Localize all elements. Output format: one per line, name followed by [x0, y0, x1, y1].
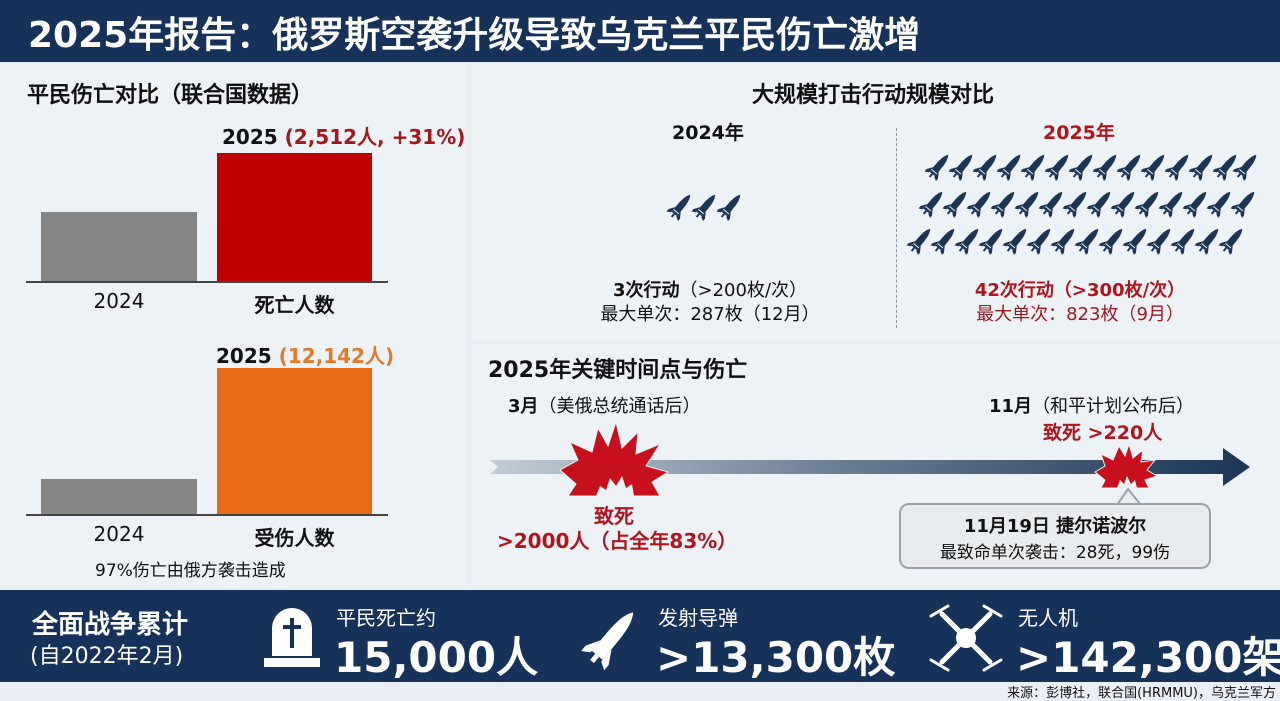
stat-drones-label: 无人机	[1018, 606, 1078, 630]
stat-deaths-label: 平民死亡约	[336, 606, 436, 630]
deaths-axis	[26, 281, 388, 283]
timeline-march-deaths-line2: >2000人（占全年83%）	[497, 529, 738, 553]
missile-icon	[581, 612, 634, 671]
injuries-axis	[26, 514, 388, 516]
timeline-march-deaths-line1: 致死	[594, 504, 634, 528]
injuries-2025-label: 2025 (12,142人)	[216, 340, 394, 369]
timeline-title: 2025年关键时间点与伤亡	[488, 358, 748, 383]
injuries-bar-2025	[217, 368, 372, 515]
missiles-2024-icons	[665, 189, 747, 223]
deaths-x-category: 死亡人数	[254, 293, 335, 317]
deaths-value: (2,512人, +31%)	[284, 125, 466, 149]
casualties-title: 平民伤亡对比（联合国数据）	[27, 83, 314, 108]
missiles-2025-icons	[905, 149, 1260, 257]
stat-missiles-label: 发射导弹	[658, 606, 738, 630]
stat-deaths-value: 15,000人	[334, 633, 539, 682]
header-banner: 2025年报告：俄罗斯空袭升级导致乌克兰平民伤亡激增	[0, 0, 1280, 62]
strikes-divider	[896, 128, 897, 328]
totals-title: 全面战争累计	[32, 610, 189, 640]
timeline-november-deaths: 致死 >220人	[1043, 422, 1163, 444]
timeline-november-context: （和平计划公布后）	[1032, 396, 1195, 417]
injuries-x-category: 受伤人数	[254, 526, 335, 550]
page-title: 2025年报告：俄罗斯空袭升级导致乌克兰平民伤亡激增	[28, 15, 921, 56]
deaths-2025-label: 2025 (2,512人, +31%)	[222, 121, 465, 150]
timeline-march-heading: 3月（美俄总统通话后）	[508, 392, 701, 418]
timeline-arrow	[490, 448, 1250, 486]
strikes-year-2024: 2024年	[672, 122, 744, 144]
deaths-bar-2025	[217, 153, 372, 282]
deaths-x-2024: 2024	[93, 289, 145, 313]
callout-title: 11月19日 捷尔诺波尔	[963, 516, 1147, 537]
strikes-2025-max-label: 最大单次：	[976, 304, 1067, 325]
deaths-bar-2024	[41, 212, 197, 282]
strikes-2024-max: 最大单次：287枚（12月）	[600, 304, 820, 325]
timeline-november-month: 11月	[989, 396, 1033, 417]
strikes-title: 大规模打击行动规模对比	[752, 83, 995, 108]
injuries-year: 2025	[216, 344, 272, 368]
totals-bar: 全面战争累计 (自2022年2月) 平民死亡约 15,000人 发射导弹 >13…	[0, 590, 1280, 682]
strikes-year-2025: 2025年	[1043, 122, 1115, 144]
callout-pointer	[1116, 488, 1142, 506]
stat-missiles-value: >13,300枚	[656, 633, 896, 682]
explosion-november-icon	[1094, 442, 1159, 489]
strikes-2024-ops-detail: （>200枚/次）	[679, 280, 808, 301]
callout-detail: 最致命单次袭击：28死，99伤	[939, 543, 1171, 563]
casualties-note: 97%伤亡由俄方袭击造成	[95, 561, 286, 581]
explosion-march-icon	[559, 420, 670, 497]
deaths-year: 2025	[222, 125, 278, 149]
stat-drones-value: >142,300架	[1016, 633, 1280, 682]
injuries-bar-2024	[41, 479, 197, 515]
strikes-2025-max: 最大单次：823枚（9月）	[940, 300, 1220, 326]
strikes-2025-max-value: 823枚（9月）	[1066, 304, 1184, 325]
tombstone-icon	[264, 608, 320, 667]
totals-subtitle: (自2022年2月)	[30, 644, 184, 669]
strikes-2024-ops: 3次行动（>200枚/次）	[570, 276, 850, 302]
timeline-november-heading: 11月（和平计划公布后）	[989, 392, 1194, 418]
injuries-value: (12,142人)	[278, 344, 395, 368]
drone-icon	[929, 604, 1003, 672]
timeline-march-month: 3月	[508, 396, 539, 417]
strikes-panel	[472, 64, 1280, 339]
injuries-x-2024: 2024	[93, 522, 145, 546]
source-note: 来源：彭博社，联合国(HRMMU)，乌克兰军方	[1007, 686, 1276, 701]
strikes-2025-ops: 42次行动（>300枚/次）	[974, 280, 1186, 301]
callout-ternopil: 11月19日 捷尔诺波尔 最致命单次袭击：28死，99伤	[899, 503, 1211, 569]
timeline-march-context: （美俄总统通话后）	[538, 396, 701, 417]
strikes-2024-ops-count: 3次行动	[612, 280, 680, 301]
